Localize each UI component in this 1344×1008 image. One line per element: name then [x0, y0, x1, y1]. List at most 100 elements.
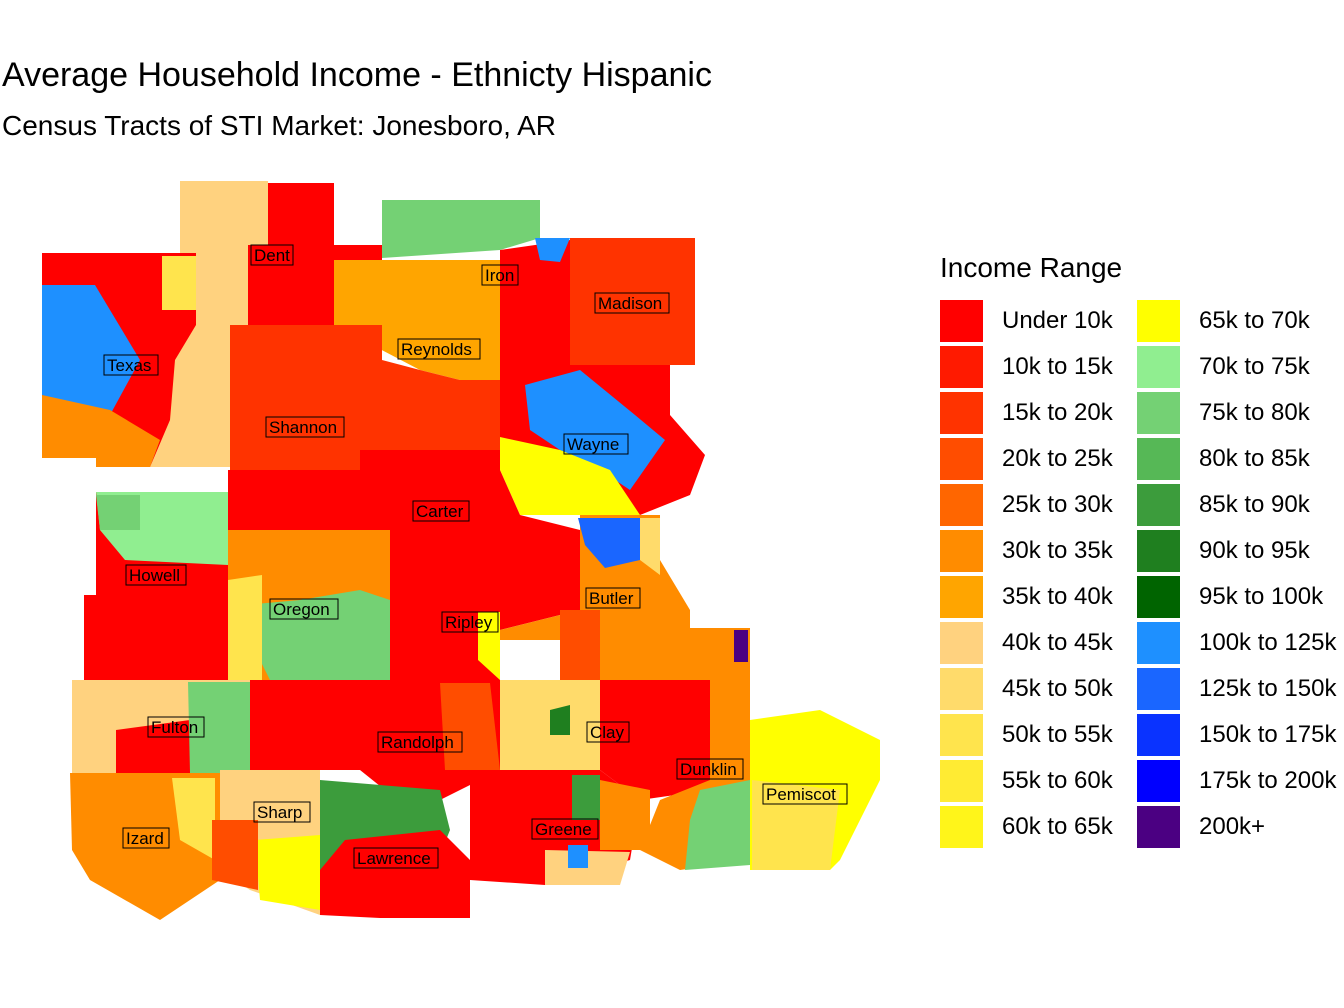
tract-fulton-green — [188, 682, 250, 773]
legend-item: 175k to 200k — [1137, 758, 1337, 804]
legend-item: 200k+ — [1137, 804, 1334, 850]
legend-item: 95k to 100k — [1137, 574, 1334, 620]
legend-item: 75k to 80k — [1137, 390, 1334, 436]
legend-label: 95k to 100k — [1199, 583, 1324, 610]
tract-howell-green2 — [96, 495, 140, 530]
chart-subtitle: Census Tracts of STI Market: Jonesboro, … — [2, 110, 556, 141]
legend-columns: Under 10k 10k to 15k 15k to 20k 20k to 25k 2… — [940, 298, 1337, 850]
legend-swatch — [940, 346, 983, 388]
county-label-dent: Dent — [250, 244, 294, 266]
svg-text:Carter: Carter — [416, 502, 464, 521]
tract-dent-west — [180, 181, 268, 325]
legend-label: 125k to 150k — [1199, 675, 1337, 702]
legend-item: 55k to 60k — [940, 758, 1137, 804]
county-label-shannon: Shannon — [265, 416, 345, 438]
tract-ripley-yellow — [478, 612, 500, 680]
legend-swatch — [1137, 392, 1180, 434]
legend-swatch — [1137, 806, 1180, 848]
legend-label: 40k to 45k — [1002, 629, 1113, 656]
legend-item: 45k to 50k — [940, 666, 1137, 712]
svg-text:Izard: Izard — [126, 829, 164, 848]
svg-text:Fulton: Fulton — [151, 718, 198, 737]
tract-butler-blue — [578, 518, 640, 568]
legend-label: 75k to 80k — [1199, 399, 1310, 426]
tract-greene-green — [572, 775, 600, 820]
legend-label: 20k to 25k — [1002, 445, 1113, 472]
svg-text:Greene: Greene — [535, 820, 592, 839]
tract-wayne-yellow — [500, 437, 640, 515]
chart-title: Average Household Income - Ethnicty Hisp… — [2, 56, 712, 94]
legend-label: 90k to 95k — [1199, 537, 1310, 564]
tract-iron-north — [382, 200, 540, 258]
legend-label: 85k to 90k — [1199, 491, 1310, 518]
county-label-reynolds: Reynolds — [397, 338, 481, 360]
legend-item: 65k to 70k — [1137, 298, 1334, 344]
legend-swatch — [940, 622, 983, 664]
legend-item: Under 10k — [940, 298, 1137, 344]
tract-texas-orange — [42, 395, 160, 467]
county-label-butler: Butler — [585, 587, 641, 609]
legend-label: 10k to 15k — [1002, 353, 1113, 380]
county-label-howell: Howell — [125, 564, 187, 586]
svg-text:Clay: Clay — [590, 723, 625, 742]
legend-label: 65k to 70k — [1199, 307, 1310, 334]
tract-butler-yellow — [640, 518, 660, 575]
county-label-izard: Izard — [122, 827, 170, 849]
tract-izard-yellow — [172, 778, 215, 860]
legend-column: 65k to 70k 70k to 75k 75k to 80k 80k to 85k… — [1137, 298, 1337, 850]
tract-texas-yellow — [162, 256, 196, 310]
legend-item: 10k to 15k — [940, 344, 1137, 390]
county-region-madison — [570, 238, 695, 365]
legend-item: 25k to 30k — [940, 482, 1137, 528]
legend-item: 150k to 175k — [1137, 712, 1336, 758]
legend-label: 70k to 75k — [1199, 353, 1310, 380]
tract-clay-green — [550, 705, 570, 735]
svg-text:Reynolds: Reynolds — [401, 340, 472, 359]
legend-label: 55k to 60k — [1002, 767, 1113, 794]
legend-item: 80k to 85k — [1137, 436, 1334, 482]
legend-label: 100k to 125k — [1199, 629, 1337, 656]
svg-text:Butler: Butler — [589, 589, 634, 608]
legend-swatch — [940, 530, 983, 572]
legend-swatch — [1137, 530, 1180, 572]
svg-text:Sharp: Sharp — [257, 803, 302, 822]
county-region-shannon — [230, 325, 500, 470]
legend-swatch — [940, 392, 983, 434]
legend-item: 125k to 150k — [1137, 666, 1337, 712]
choropleth-map: Dent Iron Madison Texas Reynolds Shannon… — [42, 181, 880, 920]
county-label-pemiscot: Pemiscot — [762, 783, 848, 805]
legend-title: Income Range — [940, 252, 1123, 283]
county-label-greene: Greene — [531, 818, 599, 840]
tract-sharp-red — [212, 820, 258, 890]
legend-swatch — [1137, 714, 1180, 756]
tract-fulton-red — [116, 720, 192, 773]
county-label-lawrence: Lawrence — [353, 847, 439, 869]
legend-label: 175k to 200k — [1199, 767, 1337, 794]
tract-butler-red — [560, 610, 600, 680]
county-label-sharp: Sharp — [253, 801, 311, 823]
legend-item: 40k to 45k — [940, 620, 1137, 666]
legend-swatch — [1137, 576, 1180, 618]
svg-text:Howell: Howell — [129, 566, 180, 585]
legend-label: 80k to 85k — [1199, 445, 1310, 472]
county-regions — [42, 181, 880, 920]
county-labels: Dent Iron Madison Texas Reynolds Shannon… — [103, 244, 848, 869]
county-label-fulton: Fulton — [147, 716, 205, 738]
legend-swatch — [940, 714, 983, 756]
tract-oregon-yellow — [228, 575, 262, 680]
legend-swatch — [1137, 760, 1180, 802]
legend-swatch — [940, 760, 983, 802]
county-label-clay: Clay — [586, 721, 630, 743]
svg-text:Texas: Texas — [107, 356, 151, 375]
svg-text:Lawrence: Lawrence — [357, 849, 431, 868]
tract-wayne-blue — [525, 370, 665, 490]
tract-greene-blue — [568, 845, 588, 868]
svg-text:Oregon: Oregon — [273, 600, 330, 619]
legend-swatch — [1137, 346, 1180, 388]
legend-label: 45k to 50k — [1002, 675, 1113, 702]
legend-swatch — [1137, 622, 1180, 664]
legend-item: 30k to 35k — [940, 528, 1137, 574]
tract-clay-red — [600, 680, 710, 800]
county-region-randolph — [250, 680, 500, 810]
legend-item: 85k to 90k — [1137, 482, 1334, 528]
